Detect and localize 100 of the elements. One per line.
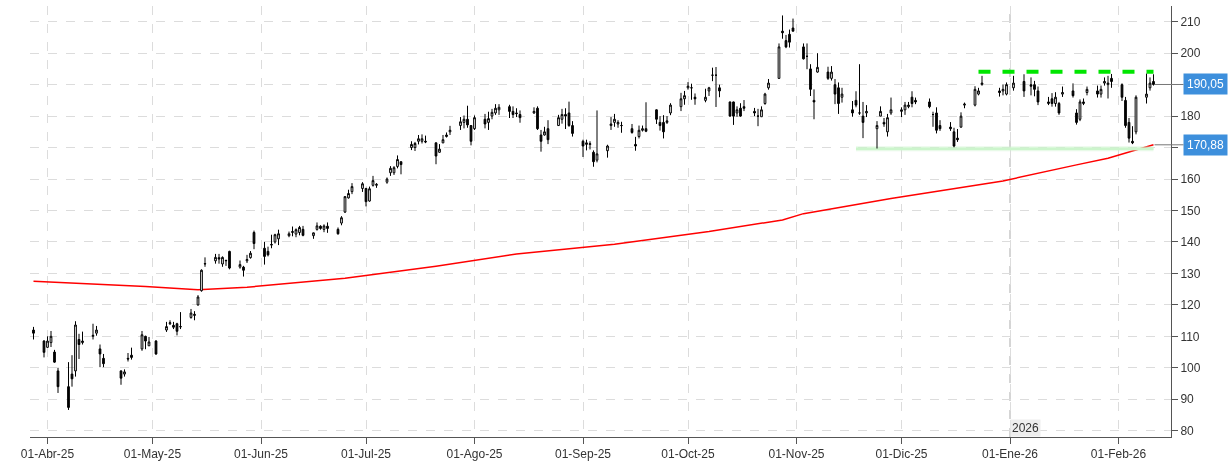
y-tick-label: 90 xyxy=(1180,392,1195,407)
candlestick xyxy=(126,352,130,362)
candlestick xyxy=(781,14,784,40)
candlestick xyxy=(536,105,539,131)
candlestick xyxy=(322,223,326,233)
candlestick xyxy=(998,87,1001,98)
candlestick xyxy=(312,232,315,240)
candlestick xyxy=(1071,82,1075,99)
candlestick xyxy=(245,254,249,264)
x-tick-label: 01-Jun-25 xyxy=(233,447,289,462)
candlestick xyxy=(130,347,133,361)
candlestick xyxy=(119,369,123,386)
candlestick xyxy=(1012,75,1015,92)
candlestick xyxy=(350,182,354,195)
candlestick xyxy=(336,226,340,236)
annotation: 170,88 xyxy=(1187,138,1225,152)
candlestick xyxy=(410,140,413,151)
candlestick xyxy=(56,367,60,394)
candlestick xyxy=(32,326,35,340)
candlestick xyxy=(497,103,501,116)
candlestick xyxy=(270,234,273,249)
candlestick xyxy=(217,253,221,265)
candlestick xyxy=(508,104,511,119)
candlestick xyxy=(294,227,298,238)
candlestick xyxy=(763,92,767,106)
candlestick xyxy=(1106,75,1110,99)
candlestick xyxy=(494,103,497,116)
candlestick xyxy=(1152,73,1155,87)
candlestick xyxy=(487,111,490,131)
candlestick xyxy=(242,265,245,278)
candlestick xyxy=(165,321,168,333)
candlestick xyxy=(1099,85,1103,99)
x-tick-label: 01-Nov-25 xyxy=(768,447,825,462)
candlestick xyxy=(53,349,56,364)
y-tick-label: 210 xyxy=(1180,14,1201,29)
candlestick xyxy=(739,102,742,118)
candlestick xyxy=(1050,92,1054,108)
x-tick-label: 01-Abr-25 xyxy=(20,447,75,462)
candlestick xyxy=(630,123,634,135)
candlestick xyxy=(287,231,291,238)
candlestick xyxy=(886,113,889,138)
candlestick xyxy=(928,97,931,109)
candlestick xyxy=(214,253,217,265)
candlestick xyxy=(588,140,592,150)
x-tick-label: 01-Ago-25 xyxy=(446,447,503,462)
x-tick-label: 01-Feb-26 xyxy=(1090,447,1147,462)
candlestick xyxy=(301,225,305,237)
candlestick xyxy=(1005,81,1008,96)
candlestick xyxy=(424,135,427,144)
candlestick xyxy=(1001,84,1005,96)
candlestick xyxy=(910,90,914,108)
candlestick xyxy=(203,256,207,268)
candlestick xyxy=(777,42,781,80)
candlestick xyxy=(679,92,683,112)
y-tick-label: 150 xyxy=(1180,203,1201,218)
candlestick xyxy=(644,101,648,133)
candlestick xyxy=(221,255,224,268)
candlestick xyxy=(959,111,963,129)
candlestick xyxy=(1085,86,1089,96)
candlestick xyxy=(669,102,672,116)
candlestick xyxy=(193,310,196,321)
candlestick xyxy=(900,106,903,118)
candlestick xyxy=(140,330,144,352)
y-tick-label: 80 xyxy=(1180,423,1195,438)
candlestick xyxy=(144,335,147,350)
y-tick-label: 140 xyxy=(1180,235,1201,250)
candlestick xyxy=(613,113,616,128)
candlestick xyxy=(826,66,830,81)
candlestick xyxy=(228,250,231,270)
y-tick-label: 130 xyxy=(1180,266,1201,281)
y-tick-label: 180 xyxy=(1180,109,1201,124)
candlestick xyxy=(441,134,445,144)
candlestick xyxy=(49,330,53,348)
candlestick xyxy=(189,308,193,320)
candlestick xyxy=(767,78,770,91)
candlestick xyxy=(196,294,200,307)
candlestick xyxy=(581,139,585,158)
candlestick xyxy=(147,336,151,347)
candlestick xyxy=(91,323,95,340)
y-tick-label: 200 xyxy=(1180,46,1201,61)
candlestick xyxy=(315,221,319,232)
candlestick xyxy=(889,97,893,116)
candlestick xyxy=(935,106,938,134)
x-tick-label: 01-Dic-25 xyxy=(875,447,928,462)
candlestick xyxy=(861,101,865,139)
candlestick xyxy=(963,102,966,109)
candlestick xyxy=(448,125,452,136)
candlestick xyxy=(273,233,277,245)
candlestick xyxy=(1145,73,1148,105)
candlestick xyxy=(252,230,256,250)
candlestick xyxy=(511,105,515,119)
candlestick xyxy=(662,114,665,139)
candlestick xyxy=(595,109,599,163)
candlestick xyxy=(539,129,543,153)
candlestick xyxy=(560,108,564,125)
candlestick xyxy=(326,221,329,234)
candlestick xyxy=(319,225,322,231)
x-tick-label: 01-Jul-25 xyxy=(340,447,392,462)
candlestick xyxy=(459,116,462,131)
candlestick xyxy=(340,215,343,226)
